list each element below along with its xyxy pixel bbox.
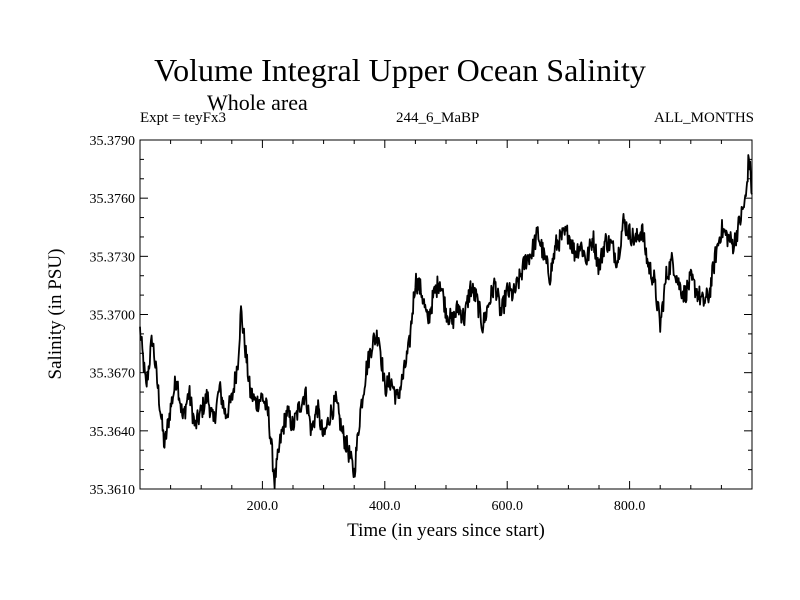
x-tick-label: 600.0	[491, 499, 523, 514]
x-tick-label: 800.0	[614, 499, 646, 514]
chart-subtitle: Whole area	[207, 90, 308, 115]
plot-frame	[139, 139, 753, 490]
run-label: 244_6_MaBP	[396, 110, 480, 126]
y-tick-label: 35.3610	[90, 483, 136, 498]
y-tick-label: 35.3790	[90, 134, 136, 149]
x-tick-label: 400.0	[369, 499, 401, 514]
y-tick-label: 35.3730	[90, 250, 136, 265]
y-tick-label: 35.3760	[90, 192, 136, 207]
y-axis-label: Salinity (in PSU)	[45, 249, 66, 380]
months-label: ALL_MONTHS	[654, 110, 754, 126]
y-tick-label: 35.3700	[90, 309, 136, 324]
y-tick-label: 35.3640	[90, 425, 136, 440]
x-axis-label: Time (in years since start)	[347, 520, 545, 541]
y-tick-label: 35.3670	[90, 367, 136, 382]
series-line-salinity	[139, 154, 753, 490]
chart-title: Volume Integral Upper Ocean Salinity	[154, 52, 646, 88]
experiment-label: Expt = teyFx3	[140, 110, 226, 126]
x-tick-label: 200.0	[247, 499, 279, 514]
